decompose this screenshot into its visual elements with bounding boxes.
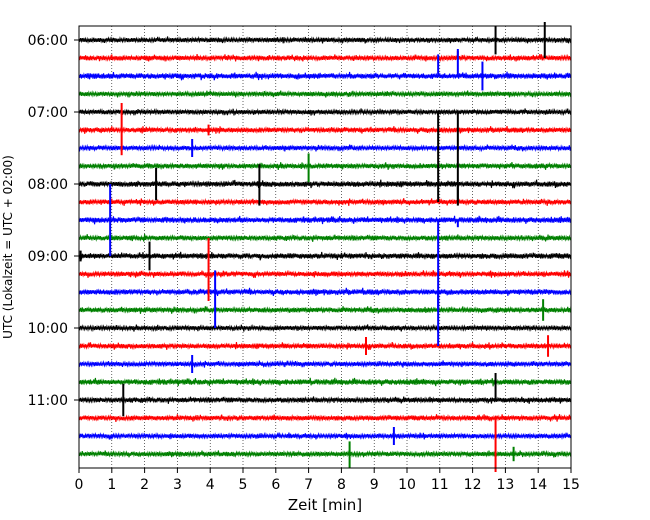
trace-line [78, 413, 572, 423]
y-tick-label: 08:00 [28, 177, 68, 193]
x-axis-title: Zeit [min] [288, 496, 362, 514]
trace-line [78, 71, 572, 81]
trace-line [78, 341, 572, 351]
trace-line [78, 53, 572, 63]
x-tick-label: 0 [75, 477, 84, 493]
y-axis-ticks: 06:00 07:00 08:00 09:00 10:00 11:00 [28, 33, 79, 409]
y-axis-title: UTC (Lokalzeit = UTC + 02:00) [1, 155, 15, 339]
trace-line [78, 161, 572, 171]
trace-line [78, 107, 572, 117]
trace-line [78, 215, 572, 225]
x-tick-label: 1 [107, 477, 116, 493]
x-tick-label: 12 [464, 477, 482, 493]
trace-line [78, 125, 572, 135]
trace-line [78, 305, 572, 315]
trace-line [78, 233, 572, 242]
x-tick-label: 2 [140, 477, 149, 493]
trace-line [78, 449, 572, 459]
trace-line [78, 179, 572, 189]
x-tick-label: 4 [206, 477, 215, 493]
trace-line [78, 197, 572, 206]
y-tick-label: 09:00 [28, 249, 68, 265]
plot-frame [78, 25, 572, 469]
x-tick-label: 15 [562, 477, 580, 493]
seismic-traces [78, 22, 572, 472]
trace-line [78, 395, 572, 404]
x-tick-label: 14 [529, 477, 547, 493]
x-tick-label: 9 [370, 477, 379, 493]
trace-line [78, 251, 572, 261]
x-tick-label: 8 [337, 477, 346, 493]
trace-line [78, 89, 572, 99]
x-tick-label: 10 [398, 477, 416, 493]
x-tick-label: 6 [271, 477, 280, 493]
trace-line [78, 377, 572, 387]
x-tick-label: 11 [431, 477, 449, 493]
x-tick-label: 3 [173, 477, 182, 493]
x-axis-ticks: 0 1 2 3 4 5 6 7 8 9 10 11 12 13 14 15 [75, 468, 580, 493]
trace-line [78, 287, 572, 297]
x-tick-label: 13 [496, 477, 514, 493]
y-tick-label: 11:00 [28, 393, 68, 409]
x-tick-label: 7 [304, 477, 313, 493]
y-tick-label: 10:00 [28, 321, 68, 337]
trace-line [78, 323, 572, 333]
trace-line [78, 269, 572, 279]
trace-line [78, 143, 572, 153]
trace-line [78, 359, 572, 369]
x-tick-label: 5 [239, 477, 248, 493]
trace-line [78, 35, 572, 45]
trace-line [78, 431, 572, 441]
y-tick-label: 07:00 [28, 105, 68, 121]
y-tick-label: 06:00 [28, 33, 68, 49]
